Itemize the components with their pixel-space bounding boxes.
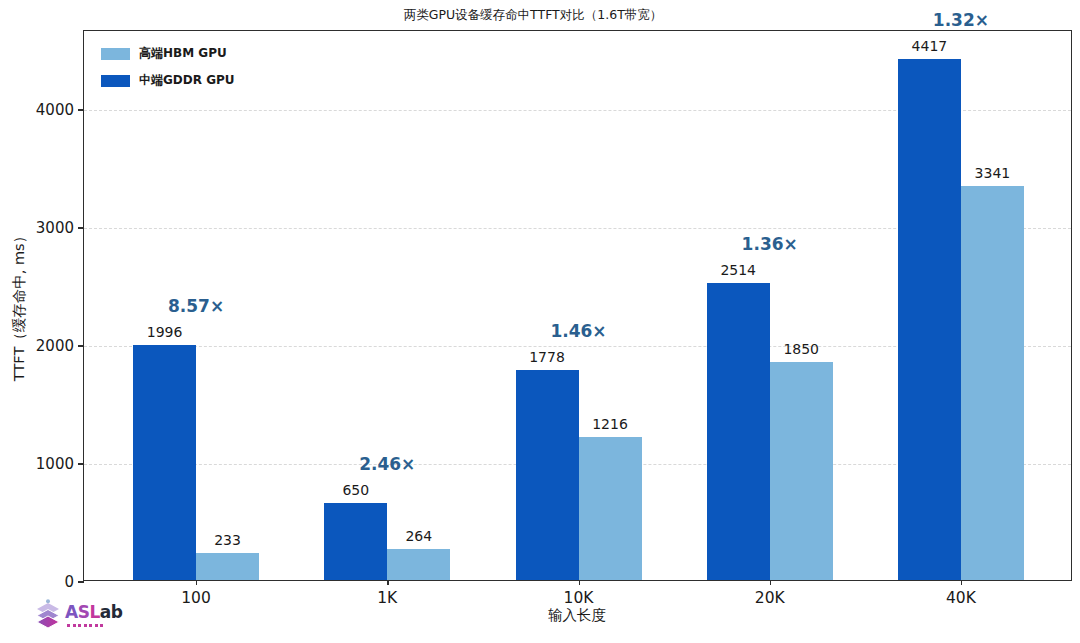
- bar-gddr: [516, 370, 579, 580]
- legend-label: 中端GDDR GPU: [139, 72, 235, 89]
- bar-gddr: [898, 59, 961, 580]
- bar-gddr: [707, 283, 770, 580]
- x-tick-mark: [387, 580, 388, 585]
- bar-gddr: [324, 503, 387, 580]
- y-tick-label: 0: [64, 573, 74, 591]
- x-tick-mark: [196, 580, 197, 585]
- bar-value-gddr: 4417: [912, 38, 948, 54]
- bar-value-hbm: 3341: [975, 165, 1011, 181]
- ratio-label: 1.32×: [933, 10, 989, 30]
- aslab-logo-icon: [33, 598, 63, 632]
- y-tick-mark: [78, 227, 84, 228]
- y-axis-label: TTFT（缓存命中, ms）: [10, 229, 29, 381]
- bar-gddr: [133, 345, 196, 581]
- y-tick-label: 3000: [36, 219, 74, 237]
- bar-value-hbm: 233: [214, 532, 241, 548]
- x-tick-mark: [961, 580, 962, 585]
- y-tick-mark: [78, 109, 84, 110]
- x-tick-label: 100: [181, 589, 211, 607]
- ratio-label: 8.57×: [168, 296, 224, 316]
- plot-area: 高端HBM GPU中端GDDR GPU 01000200030004000199…: [83, 30, 1072, 581]
- bar-hbm: [579, 437, 642, 580]
- bar-value-hbm: 1850: [783, 341, 819, 357]
- logo-letter: S: [78, 602, 90, 622]
- legend-swatch: [101, 48, 130, 60]
- legend: 高端HBM GPU 中端GDDR GPU: [101, 45, 235, 89]
- legend-item: 高端HBM GPU: [101, 45, 235, 62]
- logo-suffix: ab: [100, 602, 123, 622]
- x-axis-label: 输入长度: [548, 606, 606, 625]
- y-tick-mark: [78, 463, 84, 464]
- x-tick-label: 40K: [946, 589, 976, 607]
- y-tick-mark: [78, 345, 84, 346]
- bar-hbm: [387, 549, 450, 580]
- aslab-logo-subtext: [67, 624, 103, 627]
- y-tick-mark: [78, 581, 84, 582]
- x-tick-label: 10K: [564, 589, 594, 607]
- legend-item: 中端GDDR GPU: [101, 72, 235, 89]
- aslab-logo-text: ASLab: [65, 604, 122, 621]
- bar-value-gddr: 650: [342, 482, 369, 498]
- x-tick-label: 1K: [377, 589, 397, 607]
- bar-value-gddr: 1778: [529, 349, 565, 365]
- bar-hbm: [961, 186, 1024, 580]
- bar-hbm: [196, 553, 259, 580]
- chart-title: 两类GPU设备缓存命中TTFT对比（1.6T带宽）: [404, 7, 663, 24]
- ratio-label: 2.46×: [359, 454, 415, 474]
- ratio-label: 1.46×: [550, 321, 606, 341]
- bar-value-hbm: 264: [405, 528, 432, 544]
- bar-value-gddr: 2514: [720, 262, 756, 278]
- legend-swatch: [101, 75, 130, 87]
- y-tick-label: 2000: [36, 337, 74, 355]
- logo-letter: A: [65, 602, 78, 622]
- figure: 两类GPU设备缓存命中TTFT对比（1.6T带宽） TTFT（缓存命中, ms）…: [0, 0, 1080, 643]
- aslab-logo: ASLab: [33, 598, 122, 632]
- x-tick-mark: [579, 580, 580, 585]
- ratio-label: 1.36×: [742, 234, 798, 254]
- logo-letter: L: [89, 602, 99, 622]
- y-tick-label: 1000: [36, 455, 74, 473]
- bar-value-hbm: 1216: [592, 416, 628, 432]
- legend-label: 高端HBM GPU: [139, 45, 227, 62]
- bar-hbm: [770, 362, 833, 580]
- y-tick-label: 4000: [36, 101, 74, 119]
- x-tick-mark: [770, 580, 771, 585]
- x-tick-label: 20K: [755, 589, 785, 607]
- bar-value-gddr: 1996: [147, 324, 183, 340]
